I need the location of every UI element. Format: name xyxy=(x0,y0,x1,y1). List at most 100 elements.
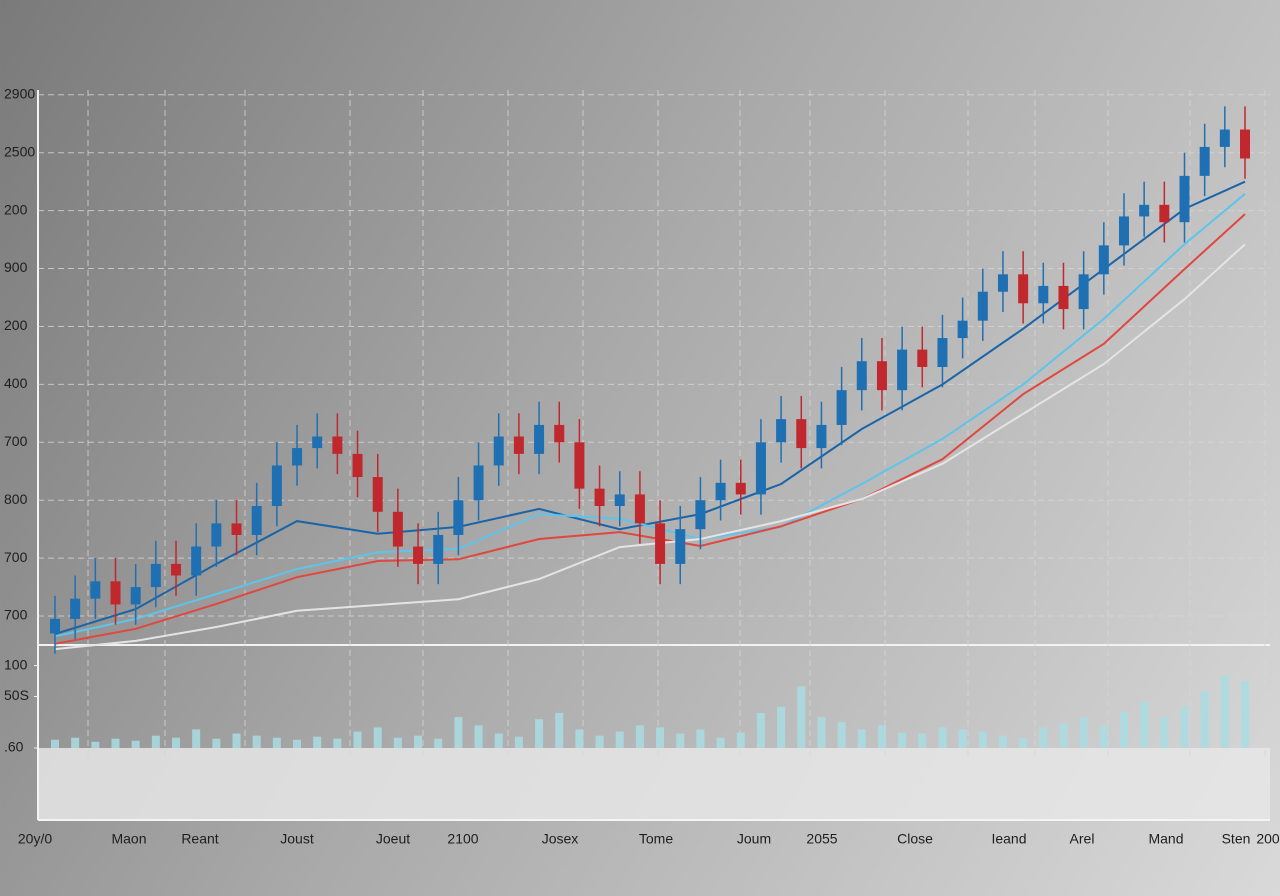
candle-body xyxy=(211,523,222,547)
candle-body xyxy=(614,494,625,506)
volume-bar xyxy=(1241,681,1249,748)
volume-bar xyxy=(313,736,322,748)
candle-body xyxy=(1179,175,1190,223)
volume-bar xyxy=(938,727,947,748)
volume-bar xyxy=(676,733,685,748)
candle-body xyxy=(1038,285,1049,304)
candle-body xyxy=(735,482,746,495)
candle-body xyxy=(1018,274,1029,304)
volume-bar xyxy=(837,722,846,748)
volume-bar xyxy=(1160,717,1169,748)
volume-bar xyxy=(71,737,80,748)
candle-body xyxy=(1139,204,1150,217)
candle-body xyxy=(130,587,141,605)
volume-bar xyxy=(333,738,342,748)
candle-body xyxy=(655,523,666,564)
volume-bar xyxy=(817,717,826,748)
volume-bar xyxy=(1099,725,1108,748)
volume-tick-label: 100 xyxy=(4,656,28,672)
volume-bar xyxy=(1119,711,1128,748)
candle-body xyxy=(755,442,766,495)
y-tick-label: 700 xyxy=(4,607,28,623)
candle-body xyxy=(251,506,262,535)
volume-bar xyxy=(635,725,644,748)
candle-body xyxy=(513,436,524,454)
volume-bar xyxy=(454,717,463,748)
candle-body xyxy=(352,453,363,478)
candle-body xyxy=(997,274,1008,292)
candle-body xyxy=(534,424,545,454)
x-tick-label: Maon xyxy=(111,831,146,847)
moving-average-line xyxy=(54,193,1246,638)
volume-bar xyxy=(192,729,201,748)
moving-average-line xyxy=(54,213,1246,645)
volume-bar xyxy=(1019,737,1028,748)
volume-bar xyxy=(1140,701,1149,748)
moving-average-line xyxy=(54,180,1246,635)
candle-body xyxy=(574,442,585,489)
volume-bar xyxy=(474,725,483,748)
x-tick-label: Joeut xyxy=(376,831,410,847)
candle-body xyxy=(816,424,827,449)
volume-bar xyxy=(1079,717,1088,748)
volume-bar xyxy=(151,735,160,748)
volume-bar xyxy=(978,731,987,748)
volume-bar xyxy=(111,738,120,748)
candle-body xyxy=(1199,146,1210,176)
volume-bar xyxy=(232,733,241,748)
volume-bar xyxy=(272,737,281,748)
candle-body xyxy=(937,338,948,367)
candle-body xyxy=(856,361,867,391)
candle-body xyxy=(957,320,968,339)
volume-bar xyxy=(91,741,100,748)
volume-bar xyxy=(1039,727,1048,748)
volume-bar xyxy=(514,736,523,748)
x-tick-label: Sten xyxy=(1222,831,1251,847)
volume-bar xyxy=(293,739,302,748)
candle-body xyxy=(876,361,887,391)
volume-bar xyxy=(898,732,907,748)
volume-bar xyxy=(1180,706,1189,748)
volume-bar xyxy=(877,725,886,748)
x-tick-label: Joum xyxy=(737,831,771,847)
volume-bar xyxy=(656,727,665,748)
volume-bar xyxy=(1220,675,1229,748)
x-tick-label: Reant xyxy=(181,831,218,847)
x-tick-label: 2055 xyxy=(806,831,837,847)
volume-bar xyxy=(918,733,927,748)
volume-bar xyxy=(575,729,584,748)
candle-body xyxy=(110,581,121,605)
candle-body xyxy=(312,436,323,449)
candle-body xyxy=(1078,274,1089,310)
volume-bar xyxy=(252,735,261,748)
volume-bar xyxy=(998,735,1007,748)
candle-body xyxy=(392,511,403,547)
candle-body xyxy=(715,482,726,501)
volume-bar xyxy=(373,727,382,748)
y-tick-label: 2500 xyxy=(4,143,35,159)
candle-body xyxy=(796,419,807,449)
candle-body xyxy=(1219,129,1230,147)
volume-bar xyxy=(736,732,745,748)
volume-bar xyxy=(494,733,503,748)
candle-body xyxy=(1240,129,1250,159)
x-tick-label: Arel xyxy=(1070,831,1095,847)
candle-body xyxy=(594,488,605,506)
candle-body xyxy=(292,448,303,466)
volume-bar xyxy=(51,739,59,748)
volume-bar xyxy=(756,712,765,748)
volume-tick-label: .60 xyxy=(4,739,24,755)
volume-bar xyxy=(797,686,806,748)
volume-bar xyxy=(131,740,140,748)
candle-body xyxy=(171,563,182,576)
candle-body xyxy=(150,563,161,588)
volume-bar xyxy=(716,737,725,748)
volume-bar xyxy=(172,737,181,748)
candle-body xyxy=(977,291,988,321)
volume-bar xyxy=(414,735,423,748)
candle-body xyxy=(1098,245,1109,275)
candle-body xyxy=(332,436,343,454)
candle-body xyxy=(70,598,81,619)
x-tick-label: Joust xyxy=(280,831,314,847)
